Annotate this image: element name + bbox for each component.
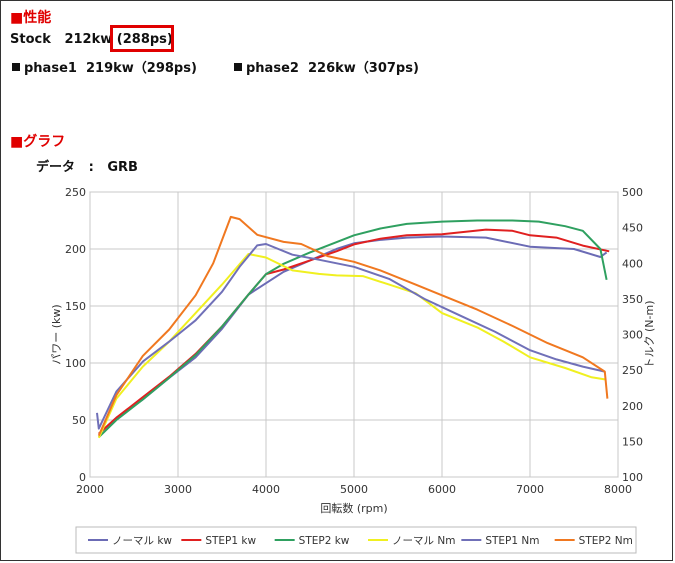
x-axis-title: 回転数 (rpm) bbox=[320, 502, 387, 515]
phase1-value: 219kw（298ps) bbox=[86, 61, 197, 76]
y-right-tick-label: 100 bbox=[622, 471, 643, 484]
phase1-label: phase1 bbox=[24, 61, 77, 76]
y-right-tick-label: 450 bbox=[622, 222, 643, 235]
stock-kw: 212kw bbox=[64, 32, 113, 47]
highlight-box bbox=[110, 25, 174, 52]
legend-label: STEP1 kw bbox=[205, 535, 256, 547]
y-left-axis-title: パワー (kw) bbox=[50, 304, 63, 364]
data-row: データ : GRB bbox=[36, 156, 138, 175]
y-right-tick-label: 500 bbox=[622, 186, 643, 199]
series-line bbox=[96, 243, 606, 430]
bullet-square-icon bbox=[12, 63, 20, 71]
y-right-tick-label: 350 bbox=[622, 293, 643, 306]
legend-label: STEP1 Nm bbox=[485, 535, 539, 547]
section-title-performance: ■性能 bbox=[10, 10, 52, 26]
stock-ps: (288ps) bbox=[116, 32, 173, 47]
phase2-label: phase2 bbox=[246, 61, 299, 76]
data-separator: : bbox=[88, 160, 94, 175]
x-tick-label: 3000 bbox=[164, 483, 192, 496]
y-left-tick-label: 200 bbox=[65, 243, 86, 256]
x-tick-label: 8000 bbox=[604, 483, 632, 496]
legend-label: STEP2 Nm bbox=[579, 535, 633, 547]
data-label: データ bbox=[36, 160, 76, 175]
x-tick-label: 6000 bbox=[428, 483, 456, 496]
y-left-tick-label: 150 bbox=[65, 300, 86, 313]
x-tick-label: 4000 bbox=[252, 483, 280, 496]
x-tick-label: 5000 bbox=[340, 483, 368, 496]
stock-label: Stock bbox=[10, 32, 51, 47]
series-line bbox=[97, 253, 605, 439]
legend-label: STEP2 kw bbox=[299, 535, 350, 547]
y-left-tick-label: 250 bbox=[65, 186, 86, 199]
bullet-square-icon bbox=[234, 63, 242, 71]
y-left-tick-label: 50 bbox=[72, 414, 86, 427]
y-left-tick-label: 100 bbox=[65, 357, 86, 370]
section-title-graph: ■グラフ bbox=[10, 134, 66, 150]
legend-box bbox=[75, 526, 637, 554]
legend-label: ノーマル kw bbox=[112, 535, 172, 547]
x-tick-label: 7000 bbox=[516, 483, 544, 496]
y-right-tick-label: 150 bbox=[622, 435, 643, 448]
y-right-tick-label: 300 bbox=[622, 329, 643, 342]
phase2-row: phase2 226kw（307ps) bbox=[234, 57, 419, 76]
y-right-tick-label: 400 bbox=[622, 257, 643, 270]
y-right-axis-title: トルク (N-m) bbox=[643, 301, 656, 369]
data-value: GRB bbox=[107, 160, 138, 175]
y-right-tick-label: 250 bbox=[622, 364, 643, 377]
y-right-tick-label: 200 bbox=[622, 400, 643, 413]
series-line bbox=[97, 215, 609, 437]
x-tick-label: 2000 bbox=[76, 483, 104, 496]
phase1-row: phase1 219kw（298ps) bbox=[12, 57, 197, 76]
stock-row: Stock 212kw (288ps) bbox=[10, 32, 173, 47]
legend-label: ノーマル Nm bbox=[392, 535, 455, 547]
series-line bbox=[98, 219, 608, 438]
phase2-value: 226kw（307ps) bbox=[308, 61, 419, 76]
y-left-tick-label: 0 bbox=[79, 471, 86, 484]
